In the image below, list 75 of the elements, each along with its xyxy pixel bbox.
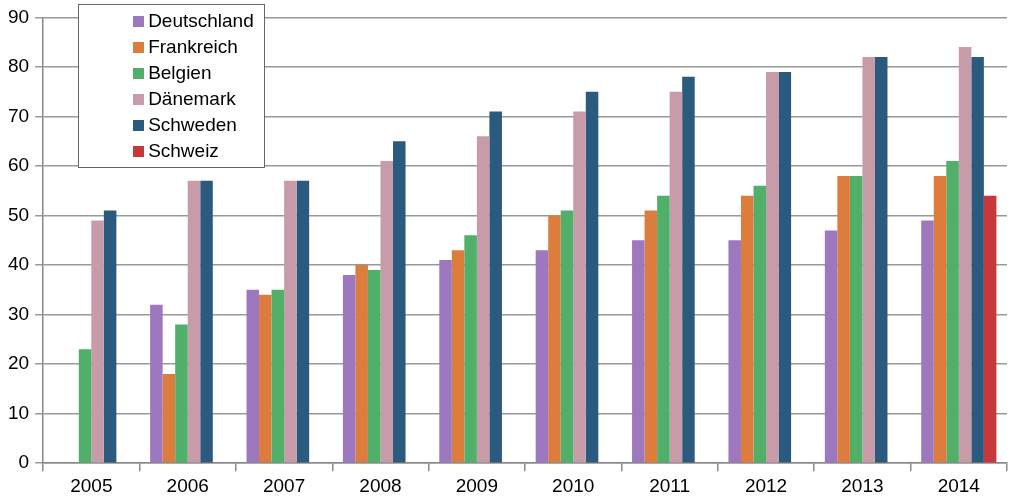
bar [874, 57, 888, 463]
legend-label: Deutschland [148, 9, 254, 33]
bar [103, 210, 117, 463]
y-tick-label: 50 [7, 203, 30, 225]
bar [451, 250, 465, 463]
bar [476, 136, 490, 463]
bar [246, 289, 260, 463]
bar [259, 294, 272, 463]
bar [946, 161, 959, 463]
x-tick-label: 2006 [166, 474, 209, 496]
bar [958, 47, 972, 463]
y-tick-label: 10 [7, 401, 30, 423]
x-tick-label: 2010 [552, 474, 595, 496]
y-tick-label: 30 [7, 302, 30, 324]
bar [162, 374, 176, 463]
x-tick-label: 2012 [744, 474, 788, 496]
bar [187, 180, 201, 463]
bar [824, 230, 838, 463]
bar [740, 195, 754, 463]
bar [657, 195, 670, 463]
bar [971, 57, 984, 463]
bar [342, 274, 356, 463]
y-tick-label: 80 [7, 55, 30, 77]
x-tick-label: 2009 [455, 474, 499, 496]
bar [849, 175, 863, 463]
y-tick-label: 40 [7, 253, 30, 275]
bar [439, 260, 452, 463]
bar [585, 91, 599, 463]
bar [200, 180, 213, 463]
y-tick-label: 60 [7, 154, 30, 176]
bar [862, 57, 875, 463]
bar [175, 324, 188, 463]
bar [91, 220, 104, 463]
bar [933, 175, 947, 463]
bar [367, 270, 381, 463]
y-tick-label: 70 [7, 104, 30, 126]
x-tick-label: 2007 [262, 474, 306, 496]
x-tick-label: 2013 [841, 474, 884, 496]
bar [778, 71, 792, 463]
bar [296, 180, 310, 463]
bar [560, 210, 574, 463]
bar [535, 250, 549, 463]
x-tick-label: 2014 [937, 474, 981, 496]
x-tick-label: 2011 [649, 474, 691, 496]
bar [921, 220, 934, 463]
legend-label: Belgien [148, 61, 212, 85]
y-tick-label: 0 [18, 451, 30, 473]
bar [682, 76, 695, 463]
bar [728, 240, 741, 463]
bar [464, 235, 477, 463]
legend-label: Schweden [148, 113, 237, 137]
bar [150, 304, 163, 463]
x-tick-label: 2005 [70, 474, 113, 496]
bar [766, 71, 779, 463]
y-tick-label: 90 [7, 5, 30, 27]
bar [573, 111, 586, 463]
legend-label: Dänemark [148, 87, 236, 111]
bar [355, 265, 368, 463]
bar [644, 210, 658, 463]
legend-label: Frankreich [148, 35, 238, 59]
bar [380, 161, 394, 463]
bar [393, 141, 406, 463]
bar [78, 349, 92, 463]
legend-label: Schweiz [148, 139, 219, 163]
bar [983, 195, 997, 463]
y-tick-label: 20 [7, 352, 30, 374]
bar [284, 180, 297, 463]
bar [753, 185, 767, 463]
bar [669, 91, 683, 463]
bar [632, 240, 645, 463]
bar [271, 289, 285, 463]
bar [837, 175, 850, 463]
bar [548, 215, 561, 463]
bar [489, 111, 502, 463]
x-tick-label: 2008 [359, 474, 402, 496]
